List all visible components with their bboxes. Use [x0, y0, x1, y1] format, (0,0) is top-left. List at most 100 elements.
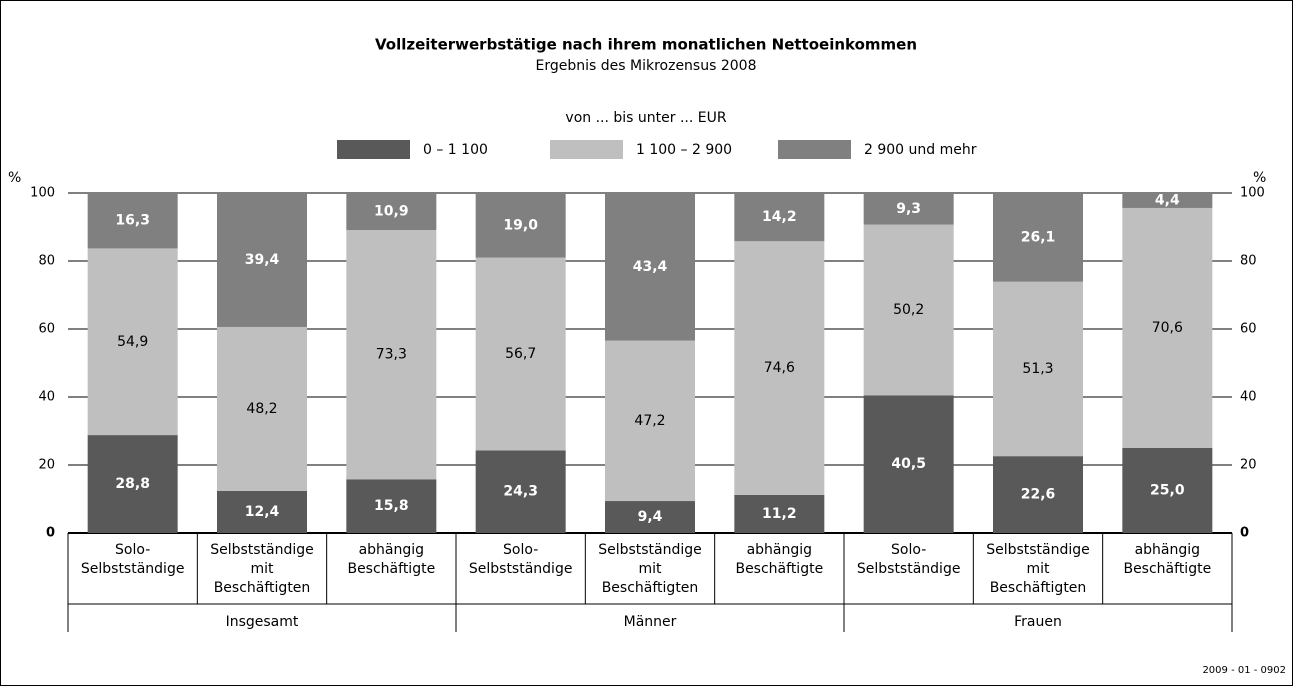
- y-tick-label: 100: [30, 186, 55, 201]
- x-tick-label: Selbstständige: [598, 542, 702, 558]
- bar-segment: [87, 435, 178, 533]
- source-note: 2009 - 01 - 0902: [1202, 665, 1286, 676]
- bar-segment: [217, 490, 307, 533]
- value-label: 16,3: [115, 213, 150, 229]
- bar-segment: [217, 326, 307, 491]
- value-label: 43,4: [633, 259, 668, 275]
- x-tick-label: Beschäftigten: [214, 580, 311, 596]
- bar-segment: [863, 395, 954, 533]
- y-tick-label: 60: [38, 322, 55, 337]
- x-tick-label: Solo-: [891, 542, 926, 558]
- value-label: 26,1: [1021, 229, 1056, 245]
- bar-segment: [993, 281, 1083, 457]
- legend-label: 2 900 und mehr: [864, 142, 977, 158]
- bar-segment: [605, 340, 695, 502]
- value-label: 73,3: [376, 347, 407, 363]
- bar-segment: [605, 501, 695, 533]
- legend-title: von ... bis unter ... EUR: [565, 110, 726, 126]
- value-label: 22,6: [1021, 487, 1056, 503]
- bar-segment: [475, 193, 566, 258]
- y-tick-label: 40: [38, 390, 55, 405]
- x-tick-label: Selbstständige: [857, 561, 961, 577]
- value-label: 9,3: [896, 201, 921, 217]
- y2-tick-label: 60: [1240, 322, 1257, 337]
- x-tick-label: Solo-: [115, 542, 150, 558]
- value-label: 19,0: [503, 217, 538, 233]
- y2-tick-label: 20: [1240, 458, 1257, 473]
- value-label: 74,6: [764, 360, 795, 376]
- chart-title: Vollzeiterwerbstätige nach ihrem monatli…: [375, 36, 917, 54]
- value-label: 28,8: [115, 476, 150, 492]
- bar-segment: [217, 193, 307, 327]
- bar-segment: [863, 193, 954, 225]
- value-label: 56,7: [505, 346, 536, 362]
- legend-swatch: [337, 140, 410, 159]
- y2-axis-label: %: [1253, 170, 1266, 186]
- bar-segment: [346, 193, 437, 231]
- x-tick-label: abhängig: [747, 542, 812, 558]
- x-tick-label: Beschäftigte: [1123, 561, 1211, 577]
- value-label: 39,4: [245, 252, 280, 268]
- bar-segment: [1122, 193, 1213, 208]
- bar-segment: [993, 456, 1083, 533]
- bar-segment: [475, 257, 566, 451]
- y2-tick-label: 80: [1240, 254, 1257, 269]
- x-tick-label: mit: [1026, 561, 1050, 577]
- y2-tick-label: 40: [1240, 390, 1257, 405]
- bar-segment: [863, 224, 954, 396]
- value-label: 47,2: [634, 413, 665, 429]
- value-label: 51,3: [1022, 361, 1053, 377]
- x-tick-label: Beschäftigten: [990, 580, 1087, 596]
- group-label: Insgesamt: [226, 614, 299, 630]
- x-tick-label: Beschäftigten: [602, 580, 699, 596]
- y2-tick-label: 100: [1240, 186, 1265, 201]
- y-tick-label: 20: [38, 458, 55, 473]
- bar-segment: [346, 479, 437, 533]
- x-tick-label: Beschäftigte: [735, 561, 823, 577]
- value-label: 9,4: [638, 509, 663, 525]
- value-label: 24,3: [503, 484, 538, 500]
- value-label: 14,2: [762, 209, 797, 225]
- bar-segment: [87, 248, 178, 436]
- bar-segment: [1122, 207, 1213, 448]
- value-label: 10,9: [374, 204, 409, 220]
- legend-swatch: [550, 140, 623, 159]
- bar-segment: [87, 193, 178, 249]
- x-tick-label: Selbstständige: [210, 542, 314, 558]
- bar-segment: [1122, 448, 1213, 533]
- x-tick-label: Selbstständige: [81, 561, 185, 577]
- group-label: Männer: [624, 614, 677, 630]
- x-tick-label: Beschäftigte: [347, 561, 435, 577]
- value-label: 15,8: [374, 498, 409, 514]
- legend-swatch: [778, 140, 851, 159]
- bar-segment: [605, 193, 695, 341]
- x-tick-label: mit: [638, 561, 662, 577]
- value-label: 4,4: [1155, 192, 1180, 208]
- value-label: 11,2: [762, 506, 797, 522]
- y-tick-label: 80: [38, 254, 55, 269]
- value-label: 25,0: [1150, 483, 1185, 499]
- chart-subtitle: Ergebnis des Mikrozensus 2008: [536, 58, 757, 74]
- bar-segment: [734, 193, 825, 242]
- x-tick-label: Selbstständige: [986, 542, 1090, 558]
- bar-segment: [734, 494, 825, 533]
- group-label: Frauen: [1014, 614, 1062, 630]
- x-tick-label: Solo-: [503, 542, 538, 558]
- value-label: 12,4: [245, 504, 280, 520]
- value-label: 50,2: [893, 302, 924, 318]
- legend-label: 0 – 1 100: [423, 142, 488, 158]
- value-label: 40,5: [891, 456, 926, 472]
- y2-tick-label: 0: [1240, 526, 1249, 541]
- y-axis-label: %: [8, 170, 21, 186]
- x-tick-label: abhängig: [1135, 542, 1200, 558]
- value-label: 70,6: [1152, 320, 1183, 336]
- bar-segment: [734, 241, 825, 495]
- x-tick-label: abhängig: [359, 542, 424, 558]
- value-label: 54,9: [117, 334, 148, 350]
- y-tick-label: 0: [46, 526, 55, 541]
- legend-label: 1 100 – 2 900: [636, 142, 732, 158]
- bar-segment: [475, 450, 566, 533]
- x-tick-label: Selbstständige: [469, 561, 573, 577]
- bar-segment: [993, 193, 1083, 282]
